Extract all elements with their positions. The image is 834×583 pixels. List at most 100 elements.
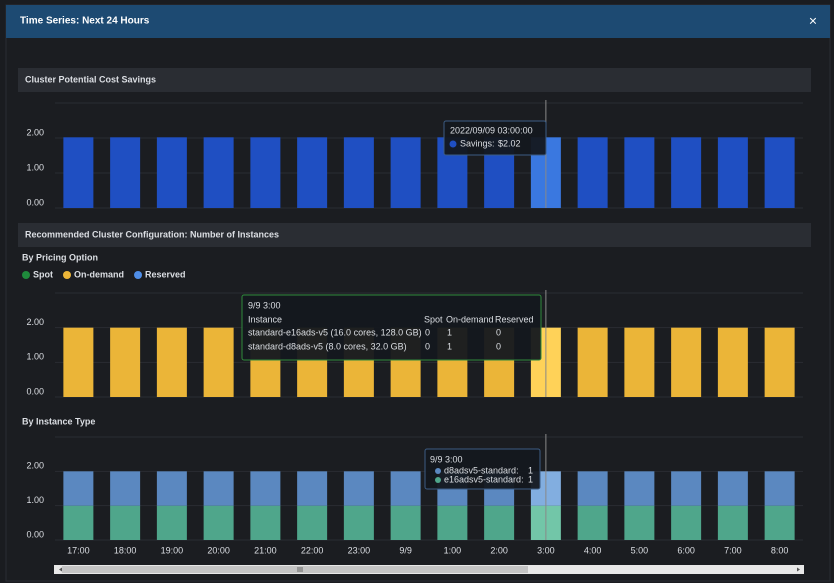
x-tick-label: 21:00: [254, 545, 277, 555]
modal-title: Time Series: Next 24 Hours: [20, 16, 150, 27]
y-tick-label: 2.00: [26, 317, 44, 327]
x-tick-label: 6:00: [677, 545, 695, 555]
modal-header: [6, 5, 830, 38]
x-tick-label: 4:00: [584, 545, 602, 555]
bar: [110, 137, 141, 208]
bar: [764, 327, 795, 397]
bar: [110, 505, 141, 540]
tooltip-swatch: [435, 468, 441, 474]
section-header: [18, 68, 811, 92]
scroll-left[interactable]: [59, 567, 62, 572]
legend-label: Spot: [33, 269, 53, 279]
y-tick-label: 0.00: [26, 529, 44, 539]
bar: [297, 471, 328, 506]
bar: [156, 471, 187, 506]
tooltip-value: 1: [528, 474, 533, 484]
x-tick-label: 20:00: [207, 545, 230, 555]
bar: [390, 505, 421, 540]
scrollbar-thumb[interactable]: [62, 566, 528, 573]
bar: [577, 137, 608, 208]
bar: [343, 137, 374, 208]
tooltip-series: d8adsv5-standard: [444, 465, 516, 475]
bar: [717, 137, 748, 208]
bar: [63, 137, 94, 208]
section-title: Recommended Cluster Configuration: Numbe…: [25, 229, 279, 239]
bar: [110, 327, 141, 397]
legend-swatch: [134, 271, 143, 279]
bar: [63, 505, 94, 540]
scroll-right[interactable]: [797, 567, 800, 572]
bar: [203, 505, 234, 540]
tooltip-title: 2022/09/09 03:00:00: [450, 125, 533, 135]
bar: [343, 471, 374, 506]
x-tick-label: 7:00: [724, 545, 742, 555]
bar: [63, 327, 94, 397]
bar: [63, 471, 94, 506]
legend-label: Reserved: [145, 269, 186, 279]
x-tick-label: 1:00: [444, 545, 462, 555]
x-tick-label: 9/9: [399, 545, 412, 555]
y-tick-label: 0.00: [26, 386, 44, 396]
tooltip-column: Spot: [424, 314, 443, 324]
bar: [671, 505, 702, 540]
tooltip-cell: standard-d8ads-v5 (8.0 cores, 32.0 GB): [248, 341, 407, 351]
x-tick-label: 3:00: [537, 545, 555, 555]
bar: [156, 505, 187, 540]
x-tick-label: 17:00: [67, 545, 90, 555]
bar: [577, 505, 608, 540]
tooltip-sep: :: [516, 465, 519, 475]
bar: [437, 505, 468, 540]
bar: [343, 505, 374, 540]
x-tick-label: 8:00: [771, 545, 789, 555]
tooltip-value: $2.02: [498, 138, 521, 148]
tooltip-swatch: [449, 140, 457, 148]
y-tick-label: 1.00: [26, 495, 44, 505]
legend-label: On-demand: [74, 269, 124, 279]
bar: [717, 505, 748, 540]
bar: [764, 505, 795, 540]
bar: [390, 137, 421, 208]
chart-title: By Pricing Option: [22, 252, 98, 262]
tooltip-value: 1: [528, 465, 533, 475]
close-button[interactable]: ×: [809, 13, 817, 29]
bar: [624, 471, 655, 506]
y-tick-label: 0.00: [26, 197, 44, 207]
legend-swatch: [63, 271, 71, 279]
tooltip-sep: :: [521, 474, 524, 484]
tooltip-cell: 1: [447, 327, 452, 337]
bar: [203, 327, 234, 397]
tooltip-column: Instance: [248, 314, 282, 324]
tooltip-sep: :: [492, 138, 495, 148]
bar: [717, 327, 748, 397]
tooltip-cell: 0: [425, 327, 430, 337]
bar: [156, 327, 187, 397]
bar: [671, 137, 702, 208]
bar: [577, 327, 608, 397]
bar: [110, 471, 141, 506]
bar: [203, 471, 234, 506]
bar: [624, 327, 655, 397]
tooltip-column: Reserved: [495, 314, 534, 324]
bar: [484, 505, 515, 540]
x-tick-label: 22:00: [301, 545, 324, 555]
x-tick-label: 23:00: [348, 545, 371, 555]
x-tick-label: 18:00: [114, 545, 137, 555]
chart-title: By Instance Type: [22, 416, 95, 426]
bar: [250, 471, 281, 506]
tooltip-title: 9/9 3:00: [248, 300, 281, 310]
tooltip: [241, 294, 542, 361]
section-header: [18, 223, 811, 247]
tooltip-cell: 1: [447, 341, 452, 351]
tooltip-cell: standard-e16ads-v5 (16.0 cores, 128.0 GB…: [248, 327, 422, 337]
bar: [671, 471, 702, 506]
tooltip: [424, 448, 541, 490]
bar: [624, 137, 655, 208]
bar: [297, 137, 328, 208]
bar: [764, 471, 795, 506]
bar: [250, 505, 281, 540]
x-tick-label: 19:00: [161, 545, 184, 555]
tooltip-cell: 0: [496, 341, 501, 351]
tooltip-column: On-demand: [446, 314, 494, 324]
scrollbar-grip: [297, 567, 303, 572]
